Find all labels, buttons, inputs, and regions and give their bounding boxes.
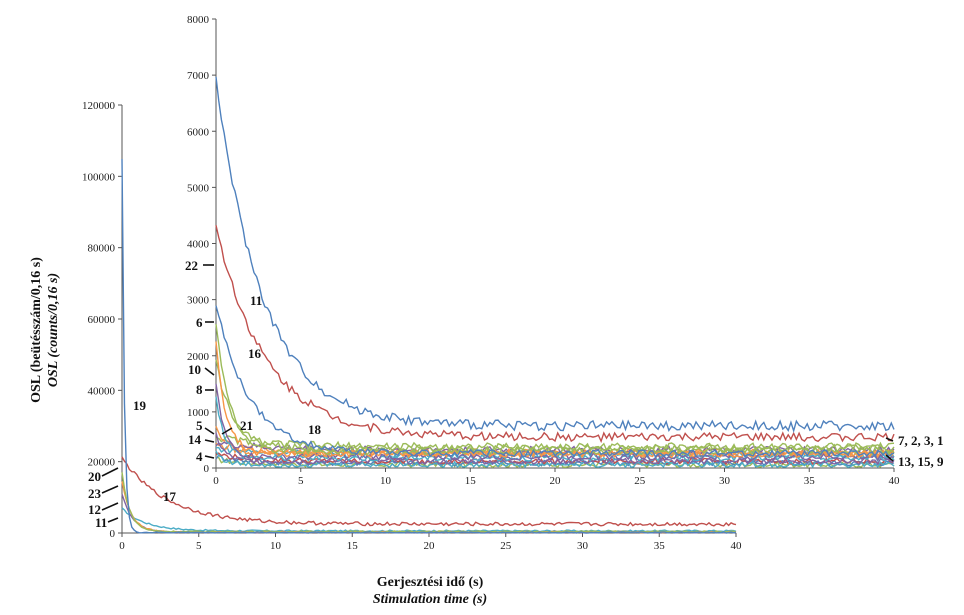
- inset-x-tick-label: 25: [634, 475, 646, 487]
- main-series-19: [121, 158, 737, 534]
- main-label-20: 20: [88, 469, 101, 484]
- leader-line: [885, 454, 894, 462]
- inset-label-22: 22: [185, 258, 198, 273]
- main-y-tick-label: 0: [110, 528, 116, 540]
- inset-y-tick-label: 5000: [187, 182, 210, 194]
- inset-label-5: 5: [196, 418, 203, 433]
- inset-y-tick-label: 8000: [187, 14, 210, 26]
- inset-y-tick-label: 7000: [187, 70, 210, 82]
- inset-label-8: 8: [196, 382, 203, 397]
- main-y-tick-label: 80000: [88, 243, 116, 255]
- main-x-tick-label: 0: [119, 540, 125, 552]
- leader-line: [101, 467, 119, 477]
- main-x-tick-label: 5: [196, 540, 202, 552]
- inset-series-11: [215, 76, 895, 434]
- inset-y-tick-label: 6000: [187, 126, 210, 138]
- inset-series-14: [215, 432, 895, 466]
- inset-label-16: 16: [248, 346, 262, 361]
- main-x-tick-label: 35: [654, 540, 666, 552]
- main-series-12: [121, 493, 737, 534]
- leader-line: [101, 485, 119, 494]
- main-label-12: 12: [88, 502, 101, 517]
- main-label-11: 11: [95, 515, 107, 530]
- inset-x-tick-label: 40: [889, 475, 901, 487]
- inset-series-18: [215, 305, 895, 459]
- inset-label-14: 14: [188, 432, 202, 447]
- inset-series-22: [215, 324, 895, 457]
- inset-label-18: 18: [308, 422, 322, 437]
- leader-line: [204, 439, 215, 443]
- main-y-tick-label: 120000: [82, 100, 116, 112]
- inset-label-13-15-9: 13, 15, 9: [898, 454, 944, 469]
- inset-series-2: [215, 440, 895, 455]
- leader-line: [204, 455, 215, 459]
- inset-x-tick-label: 35: [804, 475, 816, 487]
- main-label-19: 19: [133, 398, 147, 413]
- main-x-tick-label: 30: [577, 540, 589, 552]
- inset-label-7-2-3-1: 7, 2, 3, 1: [898, 433, 944, 448]
- inset-y-tick-label: 0: [204, 463, 210, 475]
- inset-label-4: 4: [196, 449, 203, 464]
- inset-x-tick-label: 5: [298, 475, 304, 487]
- inset-series-13: [215, 452, 895, 466]
- leader-line: [107, 517, 119, 523]
- main-x-tick-label: 10: [270, 540, 282, 552]
- main-x-tick-label: 40: [731, 540, 743, 552]
- inset-y-tick-label: 3000: [187, 295, 210, 307]
- inset-label-10: 10: [188, 362, 201, 377]
- main-series-11: [121, 507, 737, 533]
- inset-series-16: [215, 225, 895, 444]
- leader-line: [204, 367, 215, 376]
- leader-line: [101, 502, 119, 511]
- x-axis-title: Gerjesztési idő (s): [377, 575, 484, 590]
- inset-series-4: [215, 450, 895, 469]
- inset-x-tick-label: 0: [213, 475, 219, 487]
- main-y-tick-label: 60000: [88, 314, 116, 326]
- main-label-23: 23: [88, 486, 102, 501]
- inset-x-tick-label: 20: [550, 475, 562, 487]
- inset-x-tick-label: 15: [465, 475, 477, 487]
- inset-label-11: 11: [250, 293, 262, 308]
- inset-label-21: 21: [240, 418, 253, 433]
- inset-background: [217, 19, 907, 468]
- main-chart: 0 5 10 15 20 25 30 35 40020000400006000080000100…: [82, 100, 742, 552]
- leader-line: [885, 437, 894, 442]
- inset-y-tick-label: 1000: [187, 407, 210, 419]
- inset-chart: 0 5 10 15 20 25 30 35 40 0 1000 2000 3000 4000 5000 600…: [187, 14, 907, 487]
- main-label-17: 17: [163, 489, 177, 504]
- main-x-tick-label: 25: [500, 540, 512, 552]
- main-x-tick-label: 20: [424, 540, 436, 552]
- inset-y-tick-label: 4000: [187, 239, 210, 251]
- main-series-17: [121, 456, 737, 527]
- main-y-tick-label: 100000: [82, 171, 116, 183]
- main-y-tick-label: 40000: [88, 385, 116, 397]
- leader-line: [221, 427, 233, 435]
- y-axis-title-en: OSL (counts/0,16 s): [46, 273, 61, 387]
- main-y-tick-label: 20000: [88, 457, 116, 469]
- inset-y-tick-label: 2000: [187, 351, 210, 363]
- inset-x-tick-label: 30: [719, 475, 731, 487]
- y-axis-title: OSL (beütésszám/0,16 s): [29, 257, 44, 403]
- leader-line: [204, 427, 215, 435]
- x-axis-title-en: Stimulation time (s): [373, 592, 487, 607]
- main-x-tick-label: 15: [347, 540, 359, 552]
- inset-x-tick-label: 10: [380, 475, 392, 487]
- inset-label-6: 6: [196, 315, 203, 330]
